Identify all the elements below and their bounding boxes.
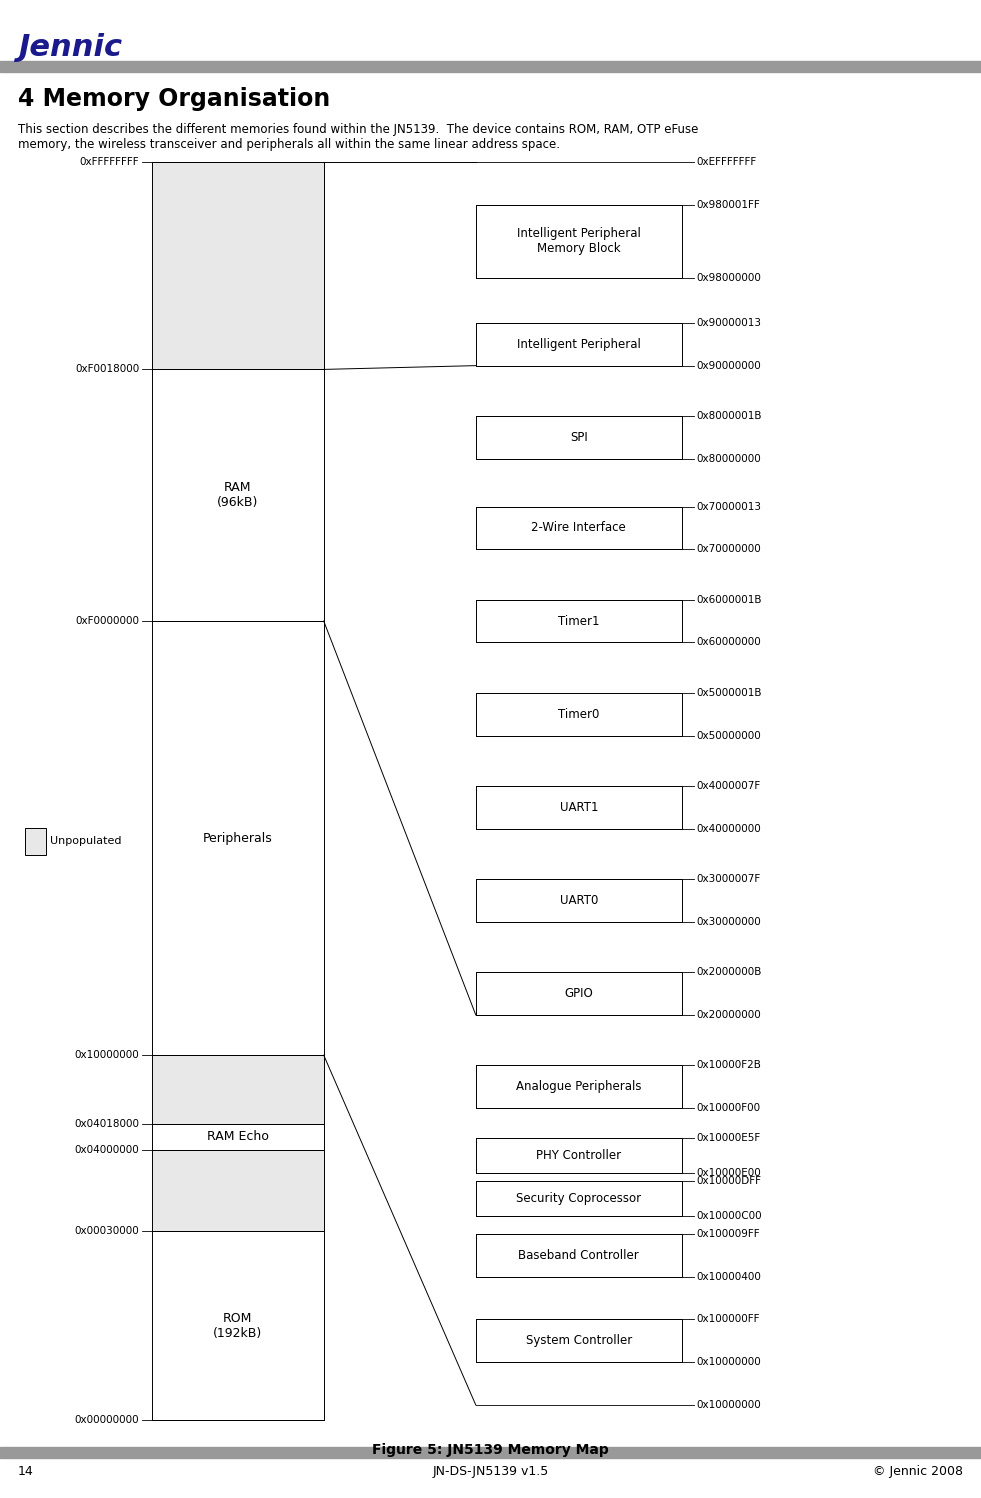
Text: GPIO: GPIO (564, 987, 594, 1001)
Text: Security Coprocessor: Security Coprocessor (516, 1192, 642, 1204)
Bar (476, 972, 682, 1016)
Bar (476, 1138, 682, 1173)
Text: 0x10000000: 0x10000000 (697, 1401, 761, 1410)
Text: UART1: UART1 (559, 801, 598, 813)
Text: 0x10000C00: 0x10000C00 (697, 1212, 762, 1221)
Text: 0x90000000: 0x90000000 (697, 361, 761, 370)
Text: 0x70000013: 0x70000013 (697, 502, 761, 511)
Text: 0x10000000: 0x10000000 (697, 1357, 761, 1368)
Bar (152, 162, 324, 370)
Text: Unpopulated: Unpopulated (50, 836, 122, 846)
Text: Figure 5: JN5139 Memory Map: Figure 5: JN5139 Memory Map (372, 1443, 609, 1456)
Bar (476, 692, 682, 736)
Text: 0xFFFFFFFF: 0xFFFFFFFF (79, 157, 139, 166)
Text: 2-Wire Interface: 2-Wire Interface (532, 521, 626, 535)
Text: 0x00030000: 0x00030000 (75, 1227, 139, 1236)
Text: PHY Controller: PHY Controller (537, 1149, 621, 1162)
Text: 0x70000000: 0x70000000 (697, 544, 761, 554)
Text: 0x10000E00: 0x10000E00 (697, 1168, 761, 1179)
Text: This section describes the different memories found within the JN5139.  The devi: This section describes the different mem… (18, 123, 698, 151)
Text: © Jennic 2008: © Jennic 2008 (873, 1465, 963, 1479)
Text: ROM
(192kB): ROM (192kB) (213, 1312, 263, 1339)
Text: Timer1: Timer1 (558, 614, 599, 628)
Text: 0x10000DFF: 0x10000DFF (697, 1176, 761, 1186)
Text: 0xF0000000: 0xF0000000 (76, 616, 139, 626)
Bar (476, 1180, 682, 1216)
Bar (0, 1447, 981, 1458)
Text: 0x8000001B: 0x8000001B (697, 410, 762, 421)
Text: 0x40000000: 0x40000000 (697, 824, 761, 834)
Text: SPI: SPI (570, 431, 588, 443)
Text: 0x10000000: 0x10000000 (75, 1050, 139, 1061)
Text: 0x04018000: 0x04018000 (75, 1119, 139, 1129)
Text: 0x6000001B: 0x6000001B (697, 595, 762, 605)
Text: 0x10000E5F: 0x10000E5F (697, 1134, 760, 1143)
Text: Intelligent Peripheral: Intelligent Peripheral (517, 337, 641, 351)
Text: JN-DS-JN5139 v1.5: JN-DS-JN5139 v1.5 (433, 1465, 548, 1479)
Bar (476, 599, 682, 643)
Bar (476, 205, 682, 277)
Text: Peripherals: Peripherals (203, 831, 273, 845)
Text: 0x2000000B: 0x2000000B (697, 968, 762, 977)
Bar (476, 1234, 682, 1276)
Text: System Controller: System Controller (526, 1335, 632, 1347)
Text: Timer0: Timer0 (558, 707, 599, 721)
Text: 0x10000F2B: 0x10000F2B (697, 1061, 761, 1070)
Text: 0x90000013: 0x90000013 (697, 318, 761, 328)
Text: RAM
(96kB): RAM (96kB) (217, 481, 259, 509)
Text: 0x04000000: 0x04000000 (75, 1144, 139, 1155)
Bar (476, 1320, 682, 1362)
Text: 0xEFFFFFFF: 0xEFFFFFFF (697, 157, 756, 166)
Text: Intelligent Peripheral
Memory Block: Intelligent Peripheral Memory Block (517, 228, 641, 255)
Text: 14: 14 (18, 1465, 33, 1479)
Bar (152, 1231, 324, 1420)
Text: 0xF0018000: 0xF0018000 (76, 364, 139, 374)
Bar (476, 506, 682, 550)
Text: RAM Echo: RAM Echo (207, 1131, 269, 1143)
Text: Analogue Peripherals: Analogue Peripherals (516, 1080, 642, 1094)
Bar (476, 324, 682, 366)
Bar (476, 1065, 682, 1109)
Text: 0x20000000: 0x20000000 (697, 1010, 761, 1020)
Text: 4 Memory Organisation: 4 Memory Organisation (18, 87, 330, 111)
Bar (152, 1125, 324, 1149)
Bar (476, 879, 682, 921)
Text: 0x980001FF: 0x980001FF (697, 199, 760, 210)
Bar (476, 786, 682, 828)
Text: 0x00000000: 0x00000000 (75, 1416, 139, 1425)
Text: 0x100009FF: 0x100009FF (697, 1228, 760, 1239)
Text: 0x10000F00: 0x10000F00 (697, 1103, 760, 1113)
Text: 0x5000001B: 0x5000001B (697, 688, 762, 698)
Text: 0x80000000: 0x80000000 (697, 454, 761, 464)
Text: UART0: UART0 (559, 894, 598, 906)
Text: 0x60000000: 0x60000000 (697, 638, 761, 647)
Bar (152, 370, 324, 622)
Bar (152, 622, 324, 1055)
Bar (152, 1055, 324, 1125)
Text: Jennic: Jennic (18, 33, 122, 63)
Bar (152, 1149, 324, 1231)
Bar (25, 828, 46, 855)
Text: 0x98000000: 0x98000000 (697, 273, 761, 283)
Text: 0x4000007F: 0x4000007F (697, 780, 760, 791)
Text: 0x100000FF: 0x100000FF (697, 1314, 760, 1324)
Text: 0x10000400: 0x10000400 (697, 1272, 761, 1282)
Bar (0, 61, 981, 72)
Text: 0x3000007F: 0x3000007F (697, 873, 760, 884)
Bar (476, 416, 682, 458)
Text: 0x50000000: 0x50000000 (697, 731, 761, 740)
Text: 0x30000000: 0x30000000 (697, 917, 761, 927)
Text: Baseband Controller: Baseband Controller (518, 1249, 640, 1261)
